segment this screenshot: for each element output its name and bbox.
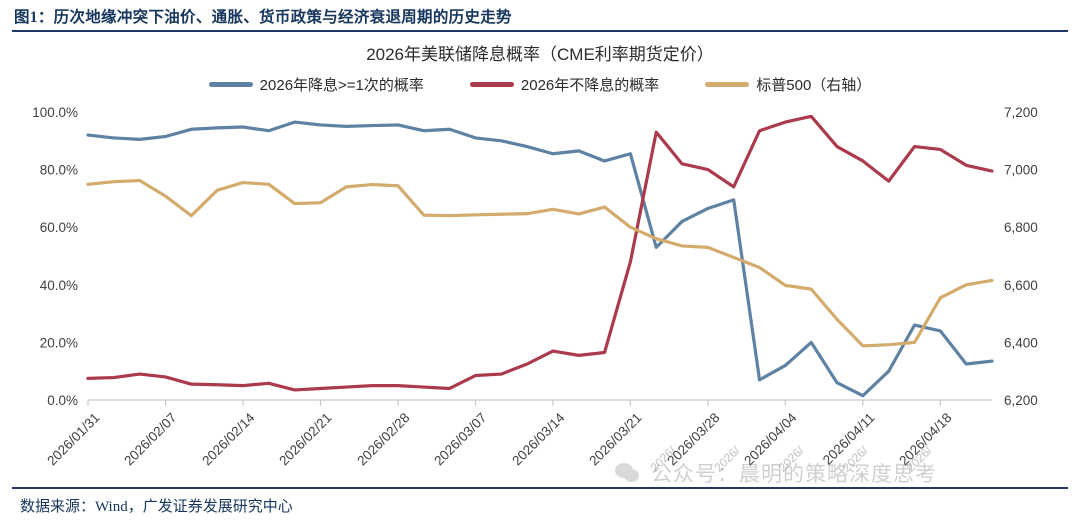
right-axis-tick-2: 6,600 bbox=[1004, 278, 1038, 293]
x-axis-ticks bbox=[87, 400, 941, 406]
x-axis-label-10: 2026/04/11 bbox=[819, 410, 878, 468]
figure-caption-text: 图1：历次地缘冲突下油价、通胀、货币政策与经济衰退周期的历史走势 bbox=[14, 8, 512, 26]
chart-legend: 2026年降息>=1次的概率 2026年不降息的概率 标普500（右轴） bbox=[0, 74, 1080, 95]
x-axis-label-4: 2026/02/28 bbox=[354, 410, 413, 469]
left-axis-tick-5: 100.0% bbox=[32, 105, 78, 120]
x-axis-label-6: 2026/03/14 bbox=[509, 410, 568, 469]
left-axis-tick-4: 80.0% bbox=[40, 163, 78, 178]
right-axis-tick-labels: 6,200 6,400 6,600 6,800 7,000 7,200 bbox=[1004, 105, 1038, 408]
footer-divider bbox=[12, 487, 1068, 489]
chart-svg: 0.0% 20.0% 40.0% 60.0% 80.0% 100.0% 6,200 6,40… bbox=[32, 105, 1038, 408]
legend-item-cut-probability[interactable]: 2026年降息>=1次的概率 bbox=[208, 74, 424, 95]
legend-swatch-gold bbox=[705, 82, 750, 87]
series-line-1 bbox=[86, 114, 994, 392]
series-lines bbox=[86, 114, 994, 398]
left-axis-tick-0: 0.0% bbox=[47, 393, 78, 408]
x-axis-label-9: 2026/04/04 bbox=[741, 410, 800, 469]
legend-swatch-blue bbox=[208, 82, 253, 87]
left-axis-tick-3: 60.0% bbox=[40, 220, 78, 235]
x-axis-label-11: 2026/04/18 bbox=[896, 410, 955, 469]
x-axis-label-3: 2026/02/21 bbox=[276, 410, 336, 469]
x-axis-label-0: 2026/01/31 bbox=[44, 410, 103, 469]
right-axis-tick-4: 7,000 bbox=[1004, 163, 1038, 178]
x-axis-label-5: 2026/03/07 bbox=[431, 410, 491, 469]
x-axis-label-1: 2026/02/07 bbox=[121, 410, 181, 469]
legend-item-sp500[interactable]: 标普500（右轴） bbox=[705, 74, 871, 95]
x-axis-label-2: 2026/02/14 bbox=[199, 410, 258, 469]
source-note: 数据来源：Wind，广发证券发展研究中心 bbox=[20, 499, 293, 515]
header-divider bbox=[12, 30, 1068, 32]
legend-item-no-cut-probability[interactable]: 2026年不降息的概率 bbox=[469, 74, 660, 95]
axis-gridlines bbox=[88, 399, 992, 401]
x-axis-labels: 2026/01/31 2026/02/07 2026/02/14 2026/02/21… bbox=[0, 400, 1080, 480]
right-axis-tick-0: 6,200 bbox=[1004, 393, 1038, 408]
right-axis-tick-1: 6,400 bbox=[1004, 335, 1038, 350]
right-axis-tick-3: 6,800 bbox=[1004, 220, 1038, 235]
legend-label-cut-probability: 2026年降息>=1次的概率 bbox=[259, 77, 424, 94]
series-line-0 bbox=[86, 120, 994, 398]
left-axis-tick-2: 40.0% bbox=[40, 278, 78, 293]
left-axis-tick-labels: 0.0% 20.0% 40.0% 60.0% 80.0% 100.0% bbox=[32, 105, 78, 408]
x-axis-label-7: 2026/03/21 bbox=[586, 410, 645, 469]
x-axis-label-8: 2026/03/28 bbox=[664, 410, 723, 469]
series-line-2 bbox=[86, 178, 994, 348]
right-axis-tick-5: 7,200 bbox=[1004, 105, 1038, 120]
left-axis-tick-1: 20.0% bbox=[40, 335, 78, 350]
chart-plot-area: 0.0% 20.0% 40.0% 60.0% 80.0% 100.0% 6,200 6,40… bbox=[0, 96, 1080, 416]
legend-label-sp500: 标普500（右轴） bbox=[756, 77, 872, 94]
figure-caption: 图1：历次地缘冲突下油价、通胀、货币政策与经济衰退周期的历史走势 bbox=[0, 0, 1080, 31]
legend-swatch-red bbox=[469, 82, 514, 87]
legend-label-no-cut-probability: 2026年不降息的概率 bbox=[520, 77, 660, 94]
chart-title: 2026年美联储降息概率（CME利率期货定价） bbox=[366, 45, 714, 64]
